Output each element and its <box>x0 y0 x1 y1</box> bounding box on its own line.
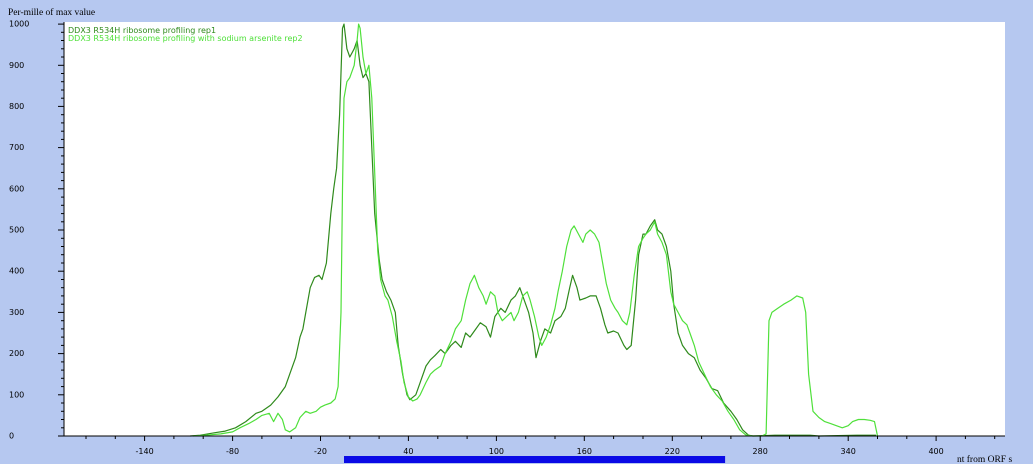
plot-area <box>64 22 1005 436</box>
y-tick-label: 100 <box>9 390 24 399</box>
y-tick-label: 800 <box>9 102 24 111</box>
legend-entry-rep2: DDX3 R534H ribosome profiling with sodiu… <box>68 34 303 43</box>
y-tick-label: 700 <box>9 143 24 152</box>
x-axis-ticks: -140 -80 -20 40 100 160 220 280 340 400 <box>85 436 996 456</box>
x-tick-label: 100 <box>489 447 504 456</box>
y-axis-label: Per-mille of max value <box>8 7 95 18</box>
y-axis-ticks: 0 100 200 300 400 500 600 700 800 900 1000 <box>9 20 64 441</box>
series-layer <box>190 23 879 437</box>
series-line-rep1 <box>190 23 876 437</box>
x-tick-label: -140 <box>136 447 154 456</box>
x-tick-label: -20 <box>314 447 327 456</box>
x-tick-label: 400 <box>928 447 943 456</box>
y-tick-label: 500 <box>9 226 24 235</box>
y-tick-label: 200 <box>9 349 24 358</box>
x-tick-label: 160 <box>577 447 592 456</box>
x-tick-label: 280 <box>753 447 768 456</box>
x-axis-label: nt from ORF s <box>957 454 1012 464</box>
y-tick-label: 900 <box>9 61 24 70</box>
x-tick-label: 40 <box>403 447 413 456</box>
series-line-rep2 <box>192 23 879 437</box>
x-tick-label: 220 <box>665 447 680 456</box>
y-tick-label: 1000 <box>9 20 29 29</box>
legend-entry-rep1: DDX3 R534H ribosome profiling rep1 <box>68 26 216 35</box>
y-tick-label: 400 <box>9 267 24 276</box>
y-tick-label: 600 <box>9 184 24 193</box>
x-tick-label: -80 <box>226 447 239 456</box>
orf-bar <box>344 456 726 463</box>
x-tick-label: 340 <box>841 447 856 456</box>
y-tick-label: 0 <box>9 432 14 441</box>
y-tick-label: 300 <box>9 308 24 317</box>
